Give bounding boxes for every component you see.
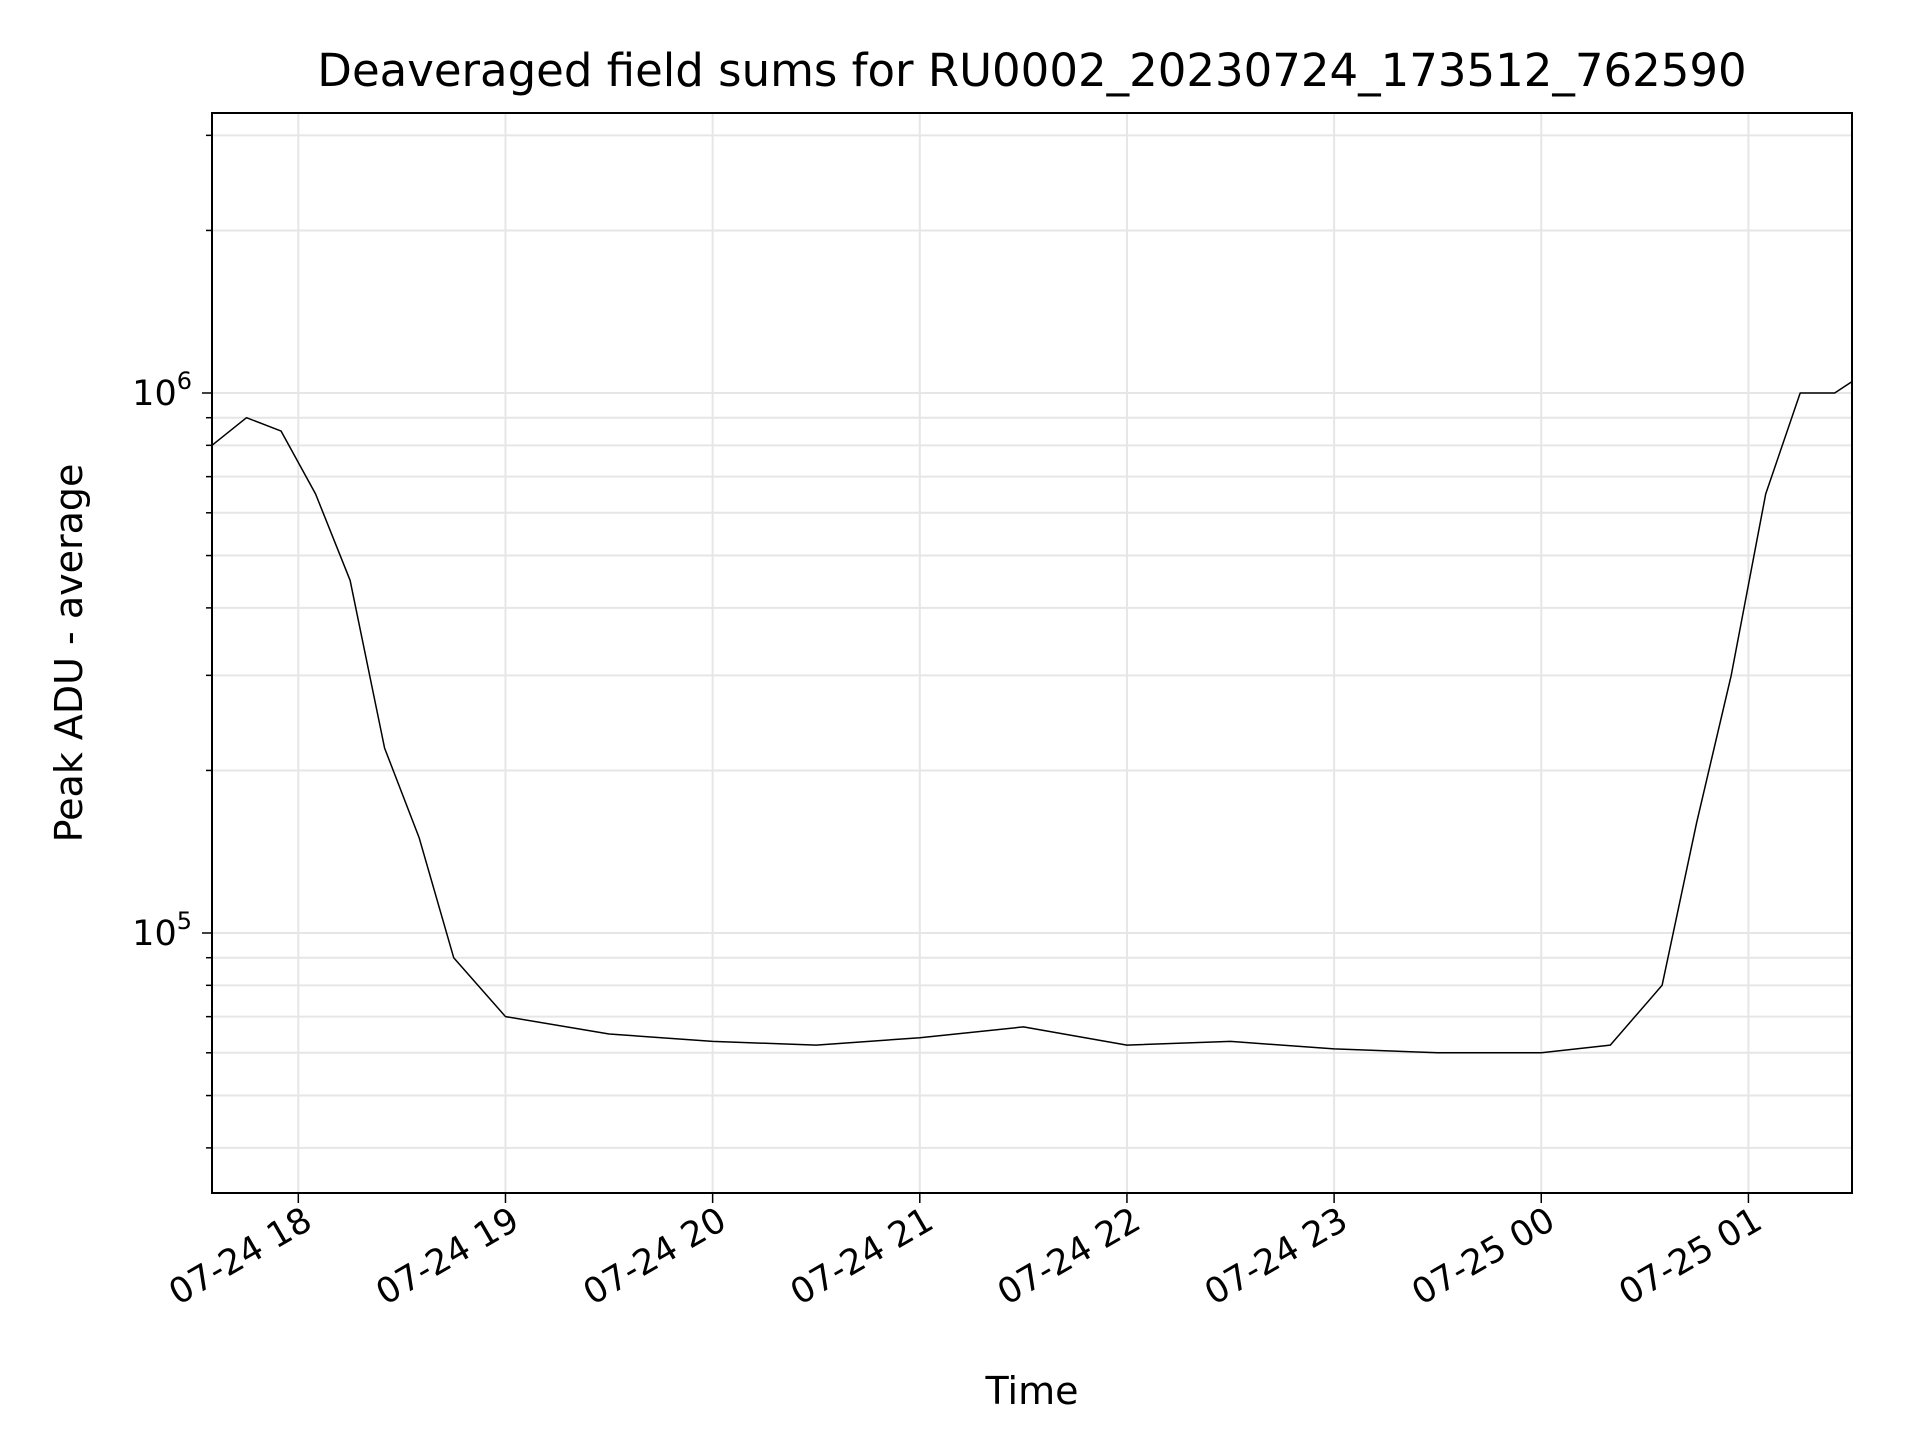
- chart-title: Deaveraged field sums for RU0002_2023072…: [317, 44, 1746, 97]
- series-line: [212, 380, 1852, 1054]
- plot-frame: [211, 112, 1853, 1194]
- y-tick-exponent: 5: [177, 907, 192, 935]
- y-tick-label: 105: [132, 907, 192, 954]
- y-tick-base: 10: [132, 374, 177, 414]
- grid: [212, 113, 1852, 1193]
- series-layer: [212, 380, 1852, 1054]
- y-tick-base: 10: [132, 914, 177, 954]
- y-tick-label: 106: [132, 367, 192, 414]
- y-tick-exponent: 6: [177, 367, 192, 395]
- x-axis-label: Time: [985, 1369, 1079, 1413]
- y-axis-label: Peak ADU - average: [47, 464, 91, 843]
